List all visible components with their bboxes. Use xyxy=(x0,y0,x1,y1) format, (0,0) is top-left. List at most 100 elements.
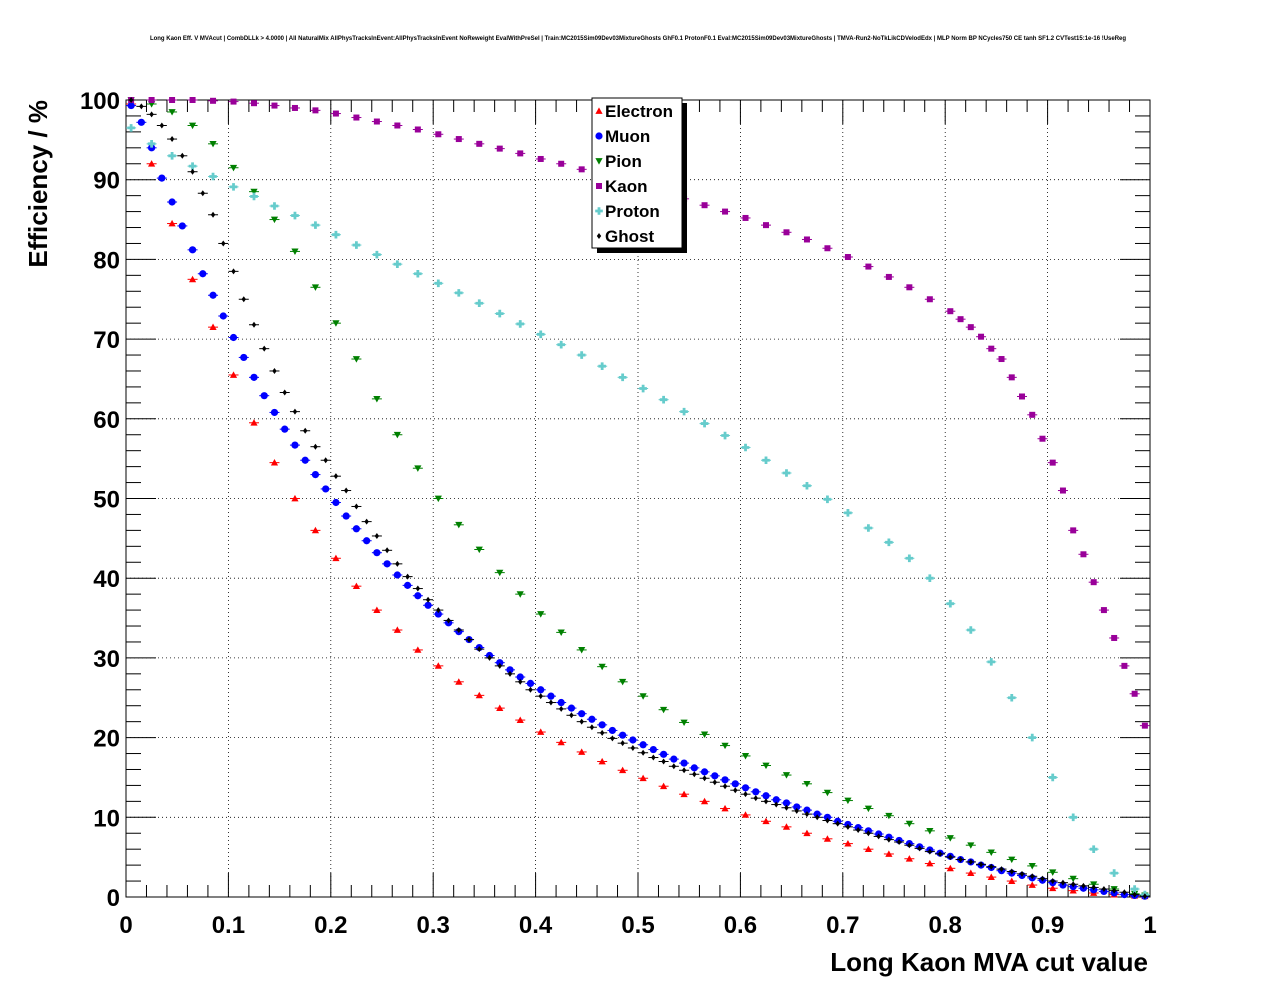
muon-point xyxy=(506,666,514,674)
x-tick-label: 0.8 xyxy=(929,912,962,939)
ghost-point xyxy=(425,596,431,603)
muon-point xyxy=(250,373,258,381)
muon-point xyxy=(803,806,811,814)
kaon-point xyxy=(578,166,585,173)
proton-point xyxy=(680,407,688,416)
proton-point xyxy=(1048,773,1057,782)
pion-point xyxy=(455,521,463,529)
electron-point xyxy=(311,526,320,534)
kaon-point xyxy=(1070,527,1077,534)
muon-point xyxy=(414,592,422,600)
y-tick-label: 50 xyxy=(93,487,120,514)
ghost-point xyxy=(569,712,574,719)
ghost-point xyxy=(497,662,502,669)
muon-point xyxy=(680,759,688,767)
kaon-point xyxy=(885,273,892,280)
electron-point xyxy=(844,840,852,847)
electron-point xyxy=(291,494,299,502)
proton-point xyxy=(618,373,627,382)
pion-point xyxy=(598,663,606,671)
series-proton xyxy=(126,124,1150,899)
ghost-point xyxy=(692,771,697,778)
pion-point xyxy=(864,805,872,813)
kaon-point xyxy=(824,245,831,252)
electron-point xyxy=(148,160,156,167)
ghost-point xyxy=(640,749,646,756)
electron-point xyxy=(1008,877,1016,884)
muon-point xyxy=(772,796,780,804)
muon-point xyxy=(721,776,729,784)
ghost-point xyxy=(139,103,144,110)
electron-point xyxy=(1069,887,1077,894)
ghost-point xyxy=(548,699,554,706)
pion-point xyxy=(537,611,545,618)
muon-point xyxy=(342,512,350,520)
pion-point xyxy=(905,820,913,828)
pion-point xyxy=(782,772,791,779)
x-tick-label: 0 xyxy=(119,912,132,939)
legend-muon-label: Muon xyxy=(605,127,650,146)
proton-point xyxy=(127,124,135,132)
ghost-point xyxy=(681,767,687,774)
muon-point xyxy=(813,810,821,818)
kaon-point xyxy=(1121,662,1128,669)
proton-point xyxy=(1007,693,1016,702)
electron-point xyxy=(557,738,565,746)
electron-point xyxy=(823,835,832,842)
pion-point xyxy=(516,591,524,598)
kaon-point xyxy=(803,236,810,243)
ghost-point xyxy=(1050,878,1055,885)
muon-point xyxy=(188,246,197,254)
proton-point xyxy=(905,554,914,563)
kaon-point xyxy=(783,229,790,236)
pion-point xyxy=(311,284,320,291)
x-tick-label: 0.7 xyxy=(826,912,859,939)
legend-kaon-marker xyxy=(596,183,602,189)
ghost-point xyxy=(1009,868,1014,875)
pion-point xyxy=(270,216,279,224)
x-tick-label: 0.3 xyxy=(417,912,450,939)
proton-point xyxy=(946,599,955,608)
electron-point xyxy=(741,811,750,818)
ghost-point xyxy=(507,670,513,677)
electron-point xyxy=(496,704,504,711)
proton-point xyxy=(659,395,668,404)
ghost-point xyxy=(200,190,205,197)
electron-point xyxy=(660,782,668,790)
proton-point xyxy=(536,330,545,339)
muon-point xyxy=(281,425,289,433)
proton-point xyxy=(516,320,525,328)
pion-point xyxy=(967,842,975,849)
proton-point xyxy=(414,269,422,278)
proton-point xyxy=(393,260,402,268)
electron-point xyxy=(803,829,811,837)
ghost-point xyxy=(835,820,840,827)
ghost-point xyxy=(415,585,421,592)
proton-point xyxy=(557,340,565,349)
electron-point xyxy=(168,219,176,227)
x-tick-label: 0.6 xyxy=(724,912,757,939)
y-tick-label: 90 xyxy=(93,168,120,195)
kaon-point xyxy=(148,97,155,103)
proton-point xyxy=(311,221,320,229)
proton-point xyxy=(987,658,996,666)
electron-point xyxy=(393,626,401,633)
muon-point xyxy=(782,799,791,807)
ghost-point xyxy=(927,848,933,855)
legend-muon-marker xyxy=(595,132,603,140)
muon-point xyxy=(393,571,401,579)
series-electron xyxy=(126,100,1150,900)
muon-point xyxy=(332,498,340,507)
ghost-point xyxy=(794,807,799,814)
pion-point xyxy=(168,109,176,116)
ghost-point xyxy=(886,836,892,843)
kaon-point xyxy=(865,263,872,270)
kaon-point xyxy=(435,131,442,138)
proton-point xyxy=(209,172,217,181)
legend-ghost-label: Ghost xyxy=(605,227,654,246)
y-tick-label: 10 xyxy=(93,805,120,832)
muon-point xyxy=(660,750,668,758)
proton-point xyxy=(721,431,729,440)
proton-point xyxy=(967,626,975,634)
electron-point xyxy=(926,859,934,867)
